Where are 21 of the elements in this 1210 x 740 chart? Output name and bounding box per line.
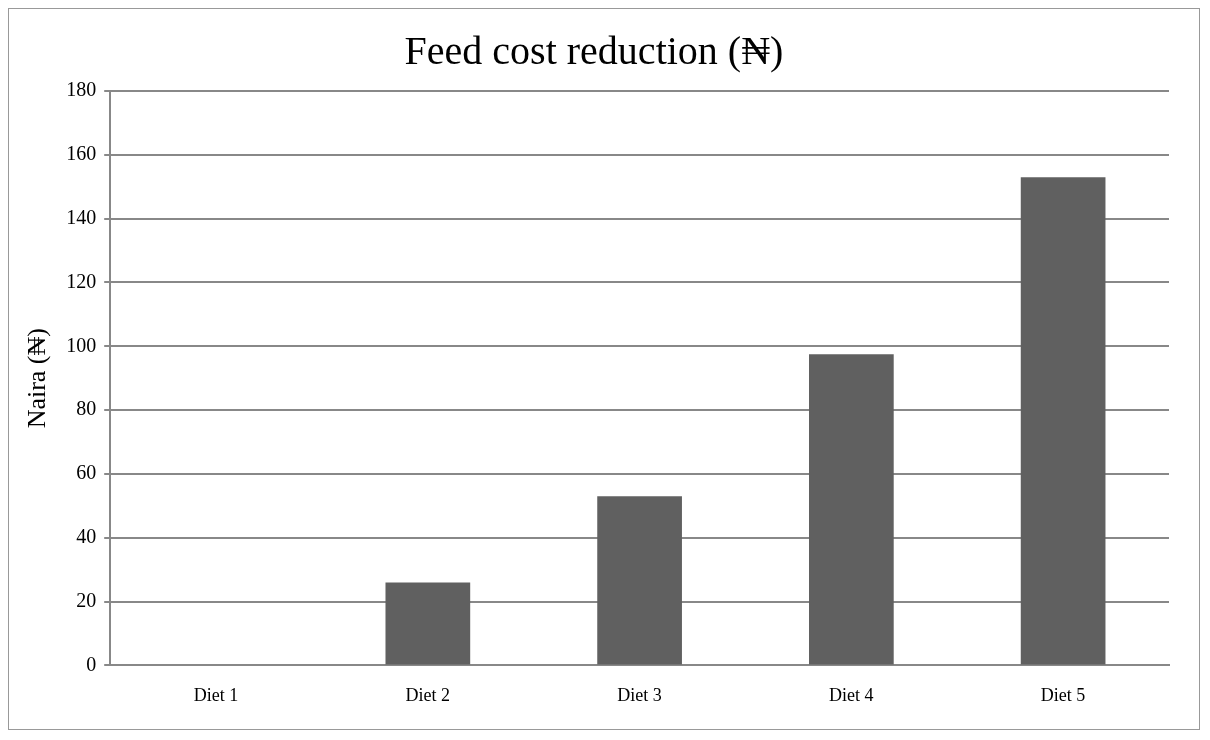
x-tick-label: Diet 5	[1040, 684, 1086, 705]
y-tick-label: 140	[66, 205, 97, 228]
y-tick-label: 160	[66, 142, 97, 165]
chart-title: Feed cost reduction (₦)	[404, 27, 784, 73]
x-tick-label: Diet 2	[405, 684, 451, 705]
bar	[809, 354, 894, 665]
y-tick-label: 100	[66, 333, 97, 356]
y-tick-label: 40	[76, 525, 97, 548]
y-tick-label: 120	[66, 269, 97, 292]
x-tick-label: Diet 1	[193, 684, 239, 705]
y-tick-label: 20	[76, 588, 97, 611]
y-tick-label: 180	[66, 78, 97, 101]
y-tick-label: 0	[86, 652, 97, 675]
x-tick-label: Diet 4	[829, 684, 874, 705]
bar	[1020, 177, 1106, 665]
y-tick-label: 80	[76, 397, 97, 420]
x-tick-label: Diet 3	[617, 684, 662, 705]
y-axis-title: Naira (₦)	[22, 328, 52, 429]
bar	[597, 496, 682, 665]
y-tick-label: 60	[76, 461, 97, 484]
bar	[385, 582, 471, 665]
